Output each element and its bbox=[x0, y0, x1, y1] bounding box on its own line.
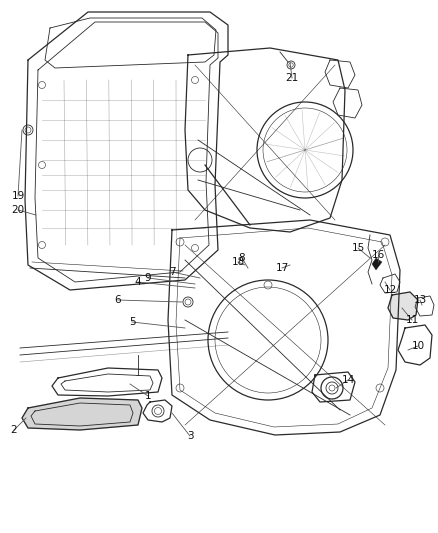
Text: 21: 21 bbox=[286, 73, 299, 83]
Text: 16: 16 bbox=[371, 250, 385, 260]
Text: 2: 2 bbox=[11, 425, 18, 435]
Text: 12: 12 bbox=[383, 285, 397, 295]
Text: 17: 17 bbox=[276, 263, 289, 273]
Text: 1: 1 bbox=[145, 391, 151, 401]
Polygon shape bbox=[388, 292, 418, 320]
Text: 6: 6 bbox=[115, 295, 121, 305]
Text: 4: 4 bbox=[135, 277, 141, 287]
Text: 11: 11 bbox=[406, 315, 419, 325]
Text: 19: 19 bbox=[11, 191, 25, 201]
Text: 3: 3 bbox=[187, 431, 193, 441]
Text: 9: 9 bbox=[145, 273, 151, 283]
Text: 8: 8 bbox=[239, 253, 245, 263]
Text: 7: 7 bbox=[169, 267, 175, 277]
Polygon shape bbox=[22, 398, 142, 430]
Text: 5: 5 bbox=[129, 317, 135, 327]
Text: 14: 14 bbox=[341, 375, 355, 385]
Text: 18: 18 bbox=[231, 257, 245, 267]
Polygon shape bbox=[372, 258, 382, 270]
Text: 13: 13 bbox=[413, 295, 427, 305]
Text: 15: 15 bbox=[351, 243, 364, 253]
Text: 10: 10 bbox=[411, 341, 424, 351]
Text: 20: 20 bbox=[11, 205, 25, 215]
